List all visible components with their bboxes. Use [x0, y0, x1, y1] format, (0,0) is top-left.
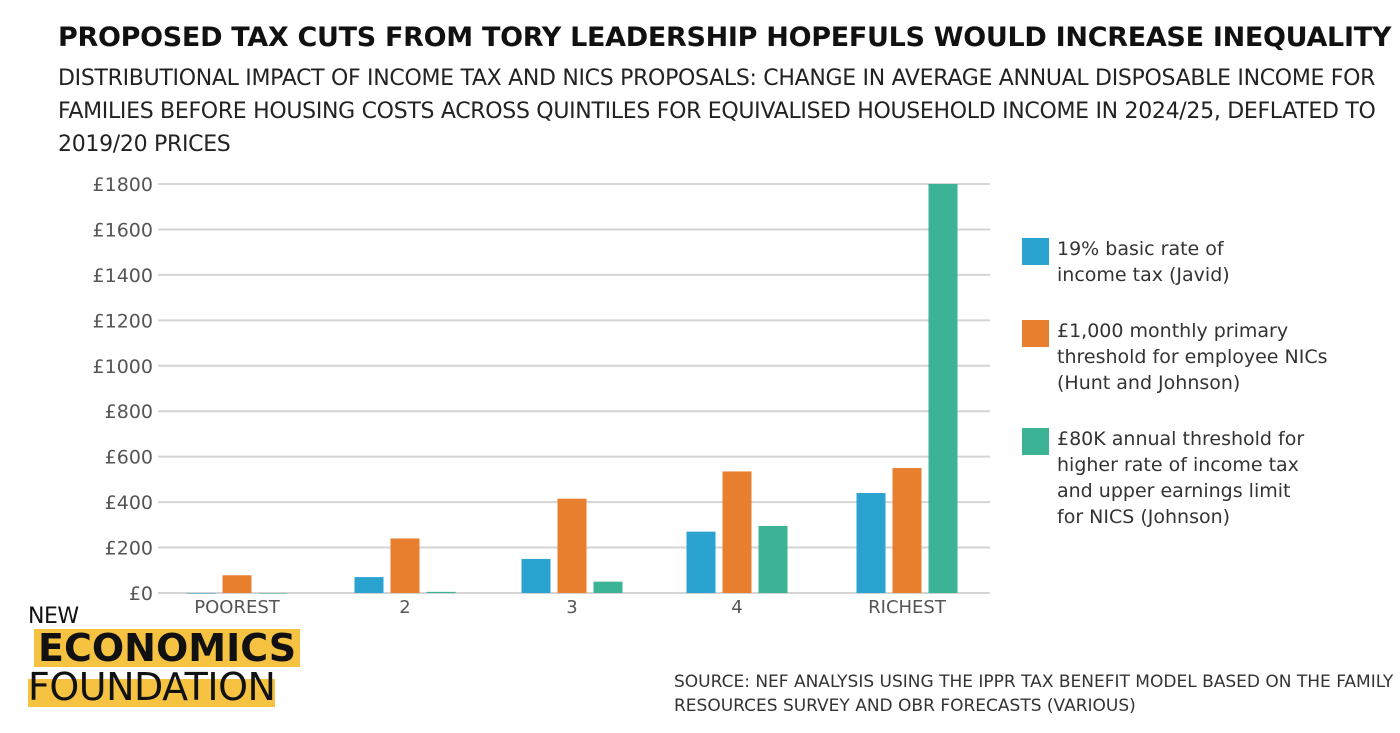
bar: [557, 498, 587, 593]
y-tick-label: £200: [105, 538, 153, 560]
bar: [390, 538, 420, 593]
x-tick-label: 2: [399, 597, 410, 618]
x-tick-label: 3: [566, 597, 577, 618]
bar: [521, 558, 551, 593]
bar: [758, 525, 788, 593]
y-tick-label: £1800: [93, 174, 153, 196]
legend-item: 19% basic rate of income tax (Javid): [1022, 236, 1382, 288]
legend-label: 19% basic rate of income tax (Javid): [1057, 238, 1230, 286]
legend-item: £80K annual threshold for higher rate of…: [1022, 426, 1382, 530]
y-tick-label: £1600: [93, 219, 153, 241]
bar: [928, 184, 958, 593]
legend: 19% basic rate of income tax (Javid) £1,…: [1022, 236, 1382, 560]
y-tick-label: £1400: [93, 265, 153, 287]
y-tick-label: £600: [105, 447, 153, 469]
bar: [722, 471, 752, 593]
bar: [686, 531, 716, 593]
bar: [593, 581, 623, 593]
chart-title: PROPOSED TAX CUTS FROM TORY LEADERSHIP H…: [58, 22, 1392, 53]
legend-label: £80K annual threshold for higher rate of…: [1057, 428, 1305, 528]
legend-item: £1,000 monthly primary threshold for emp…: [1022, 318, 1382, 396]
y-axis-ticks: £0 £200 £400 £600 £800 £1000 £1200 £1400 £1600 £1…: [93, 174, 153, 605]
y-tick-label: £1200: [93, 310, 153, 332]
bars: [186, 184, 958, 594]
logo-foundation: FOUNDATION: [28, 665, 276, 709]
y-tick-label: £1000: [93, 356, 153, 378]
bar: [258, 593, 288, 594]
bar: [892, 468, 922, 593]
legend-swatch-orange: [1022, 320, 1049, 347]
legend-label: £1,000 monthly primary threshold for emp…: [1057, 320, 1328, 394]
bar: [222, 575, 252, 593]
y-tick-label: £400: [105, 492, 153, 514]
y-tick-label: £0: [129, 583, 153, 605]
bar: [426, 591, 456, 593]
x-axis-labels: POOREST 2 3 4 RICHEST: [194, 597, 947, 618]
bar: [354, 577, 384, 593]
source-note: SOURCE: NEF ANALYSIS USING THE IPPR TAX …: [674, 672, 1394, 716]
x-tick-label: POOREST: [194, 597, 280, 618]
y-tick-label: £800: [105, 401, 153, 423]
legend-swatch-green: [1022, 428, 1049, 455]
nef-logo: NEW ECONOMICS FOUNDATION: [28, 604, 301, 709]
x-tick-label: RICHEST: [868, 597, 947, 618]
logo-economics: ECONOMICS: [34, 629, 301, 667]
logo-new: NEW: [28, 604, 300, 630]
x-tick-label: 4: [731, 597, 742, 618]
bar: [856, 493, 886, 593]
bar: [186, 593, 216, 594]
chart-subtitle: DISTRIBUTIONAL IMPACT OF INCOME TAX AND …: [58, 66, 1376, 157]
legend-swatch-blue: [1022, 238, 1049, 265]
